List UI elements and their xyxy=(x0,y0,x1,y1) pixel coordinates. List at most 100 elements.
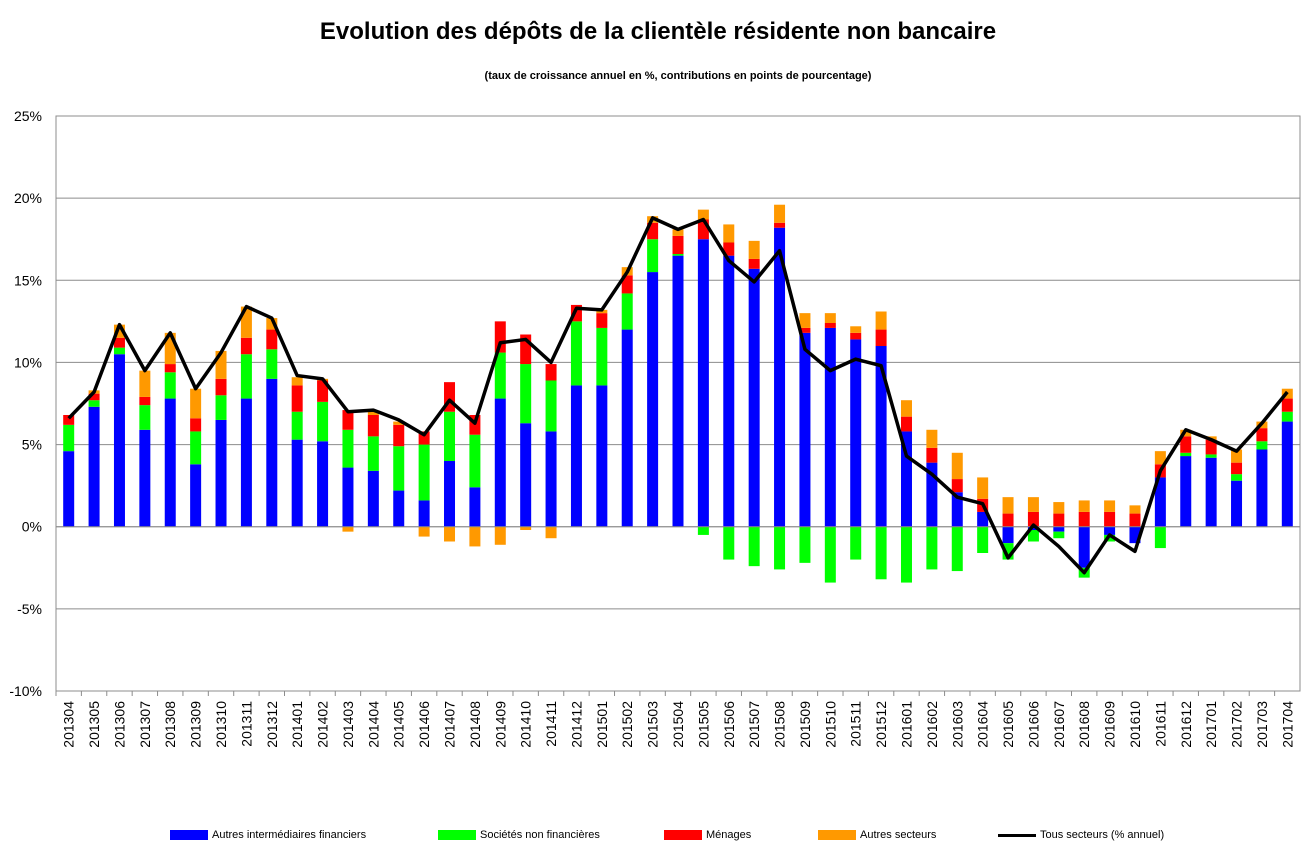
bar-segment xyxy=(291,439,303,527)
bar-segment xyxy=(1154,526,1166,549)
bar-segment xyxy=(824,327,836,527)
bar-segment xyxy=(342,429,354,468)
bar-segment xyxy=(240,354,252,399)
bar-segment xyxy=(723,242,735,256)
x-tick-label: 201406 xyxy=(416,701,432,748)
bar-segment xyxy=(926,462,938,527)
x-tick-label: 201611 xyxy=(1152,701,1168,747)
bar-segment xyxy=(139,396,151,406)
x-tick-label: 201608 xyxy=(1076,701,1092,748)
bar-segment xyxy=(1002,513,1014,527)
bar-segment xyxy=(88,393,100,401)
bar-segment xyxy=(900,526,912,583)
bar-segment xyxy=(1002,526,1014,544)
bar-segment xyxy=(164,332,176,365)
bar-segment xyxy=(774,204,786,223)
bar-segment xyxy=(520,423,532,527)
bar-segment xyxy=(113,337,125,348)
bar-segment xyxy=(875,329,887,346)
x-tick-label: 201503 xyxy=(645,701,661,748)
legend-item: Ménages xyxy=(664,829,751,841)
y-tick-label: 5% xyxy=(22,437,42,453)
bar-segment xyxy=(545,380,557,432)
legend-label: Tous secteurs (% annuel) xyxy=(1040,829,1165,841)
bar-segment xyxy=(672,229,684,236)
x-tick-label: 201507 xyxy=(746,701,762,748)
bar-segment xyxy=(596,385,608,527)
legend-label: Autres intermédiaires financiers xyxy=(212,829,367,841)
x-tick-label: 201607 xyxy=(1051,701,1067,748)
bar-segment xyxy=(1078,500,1090,512)
x-tick-label: 201508 xyxy=(772,701,788,748)
bar-segment xyxy=(190,418,202,432)
x-tick-label: 201704 xyxy=(1279,701,1295,748)
x-tick-label: 201604 xyxy=(975,701,991,748)
bar-segment xyxy=(1053,502,1065,514)
bar-segment xyxy=(1104,534,1116,542)
bar-segment xyxy=(799,526,811,563)
bar-segment xyxy=(317,380,329,402)
bar-segment xyxy=(799,313,811,328)
x-tick-label: 201403 xyxy=(340,701,356,748)
bar-segment xyxy=(266,329,278,350)
x-tick-label: 201304 xyxy=(61,701,77,748)
bar-segment xyxy=(291,411,303,440)
bar-segment xyxy=(240,306,252,338)
chart-subtitle: (taux de croissance annuel en %, contrib… xyxy=(484,70,872,82)
bar-segment xyxy=(1281,398,1293,412)
bar-segment xyxy=(266,378,278,527)
bar-segment xyxy=(215,350,227,379)
bar-segment xyxy=(494,352,506,399)
bar-segment xyxy=(570,385,582,527)
bar-segment xyxy=(63,424,75,452)
bar-segment xyxy=(444,382,456,412)
x-tick-label: 201702 xyxy=(1229,701,1245,748)
bar-segment xyxy=(164,364,176,373)
bar-segment xyxy=(977,477,989,499)
x-tick-label: 201612 xyxy=(1178,701,1194,748)
bar-segment xyxy=(900,431,912,527)
bar-segment xyxy=(215,419,227,527)
bar-segment xyxy=(545,431,557,527)
bar-segment xyxy=(723,255,735,527)
y-tick-label: -5% xyxy=(17,601,42,617)
y-tick-label: 0% xyxy=(22,519,42,535)
total-line xyxy=(67,216,1289,575)
bar-segment xyxy=(977,526,989,553)
x-tick-label: 201308 xyxy=(162,701,178,748)
bar-segment xyxy=(672,255,684,527)
bar-segment xyxy=(113,347,125,355)
bar-segment xyxy=(113,324,125,338)
x-tick-label: 201603 xyxy=(949,701,965,748)
bar-segment xyxy=(1231,449,1243,463)
bar-segment xyxy=(774,526,786,570)
bar-segment xyxy=(1154,477,1166,527)
x-tick-label: 201509 xyxy=(797,701,813,748)
bar-segment xyxy=(444,411,456,461)
bar-segment xyxy=(139,429,151,527)
bar-segment xyxy=(317,401,329,442)
bar-segment xyxy=(1281,421,1293,527)
bar-segment xyxy=(367,411,379,415)
bar-segment xyxy=(951,452,963,480)
bar-segment xyxy=(850,339,862,527)
bar-segment xyxy=(1281,411,1293,422)
bar-segment xyxy=(418,500,430,527)
bar-segment xyxy=(418,444,430,501)
bar-segment xyxy=(545,364,557,381)
bar-segment xyxy=(266,349,278,379)
bar-segment xyxy=(1002,497,1014,514)
bar-segment xyxy=(1231,480,1243,527)
bar-segment xyxy=(418,431,430,445)
bar-segment xyxy=(1180,436,1192,453)
bar-segment xyxy=(850,526,862,560)
bar-segment xyxy=(1104,526,1116,535)
bar-segment xyxy=(469,526,481,547)
legend-swatch xyxy=(998,833,1036,837)
bar-segment xyxy=(697,209,709,220)
chart-legend: Autres intermédiaires financiers Sociétés… xyxy=(0,829,1316,845)
bar-segment xyxy=(88,406,100,527)
bar-segment xyxy=(596,313,608,328)
bar-segment xyxy=(1256,428,1268,442)
bar-segment xyxy=(1027,530,1039,542)
